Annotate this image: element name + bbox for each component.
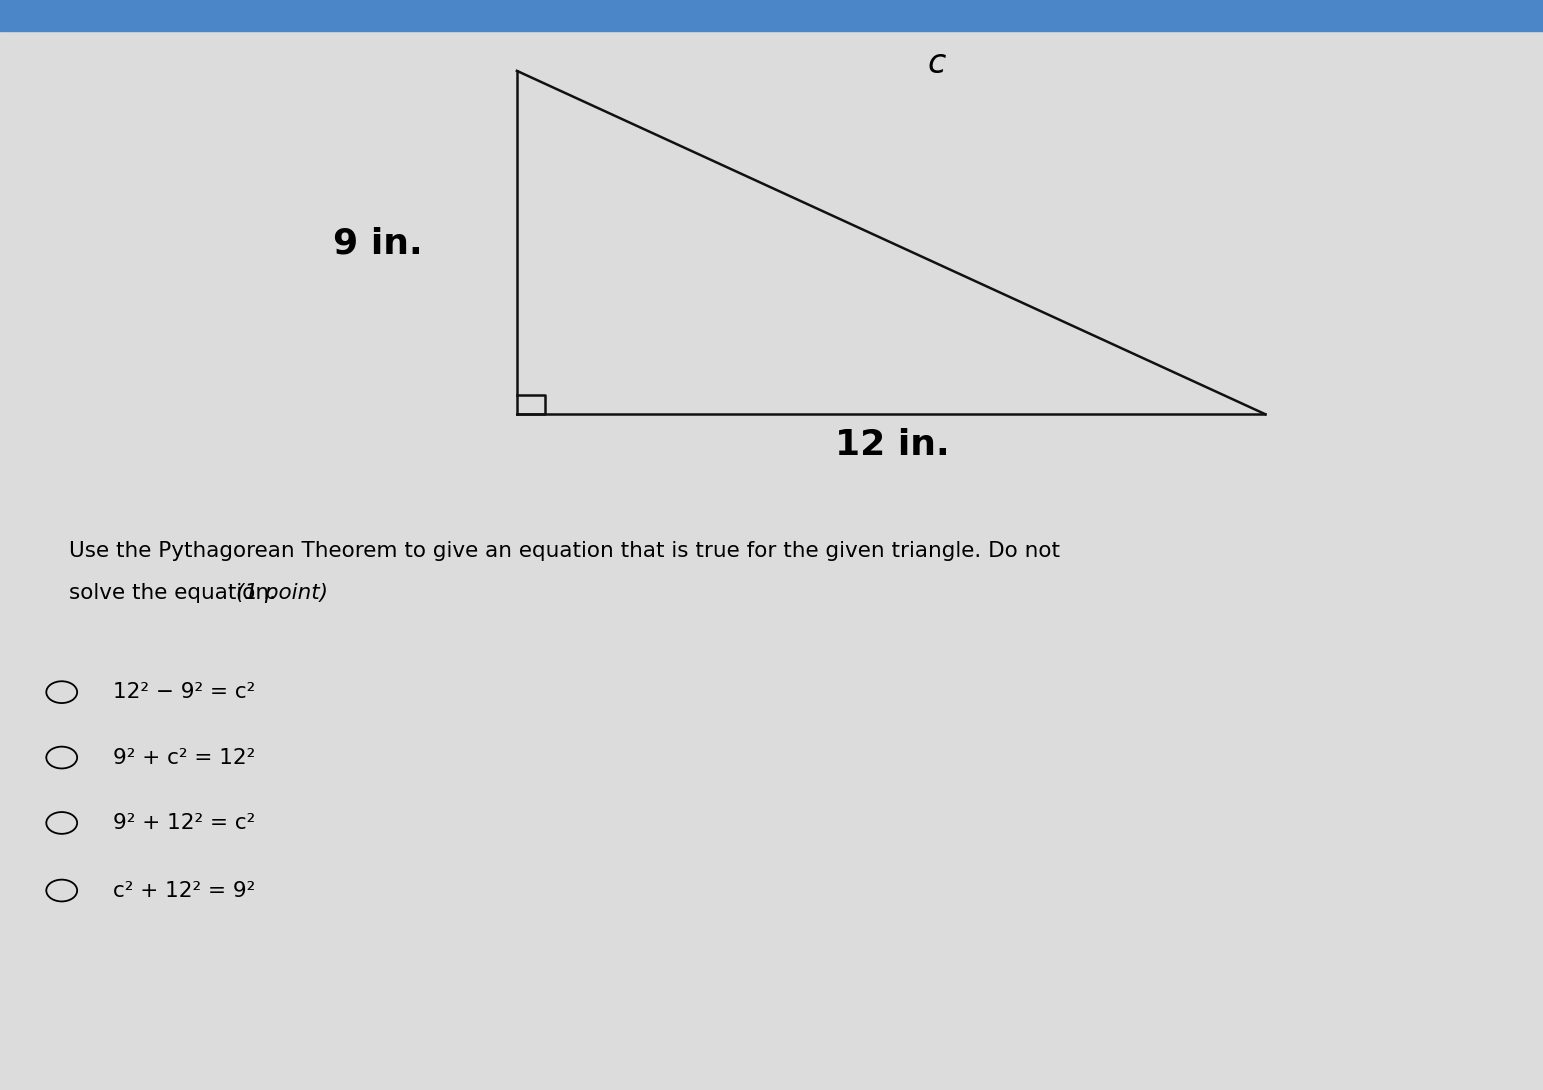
Text: 12 in.: 12 in. xyxy=(835,427,949,462)
Text: 12² − 9² = c²: 12² − 9² = c² xyxy=(113,682,255,702)
Text: Use the Pythagorean Theorem to give an equation that is true for the given trian: Use the Pythagorean Theorem to give an e… xyxy=(69,542,1060,561)
Bar xyxy=(0,0,1543,31)
Text: (1 point): (1 point) xyxy=(236,583,329,603)
Text: c² + 12² = 9²: c² + 12² = 9² xyxy=(113,881,255,900)
Text: 9² + 12² = c²: 9² + 12² = c² xyxy=(113,813,255,833)
Text: solve the equation.: solve the equation. xyxy=(69,583,290,603)
Text: 9 in.: 9 in. xyxy=(333,226,423,261)
Text: c: c xyxy=(927,47,946,80)
Text: 9² + c² = 12²: 9² + c² = 12² xyxy=(113,748,255,767)
